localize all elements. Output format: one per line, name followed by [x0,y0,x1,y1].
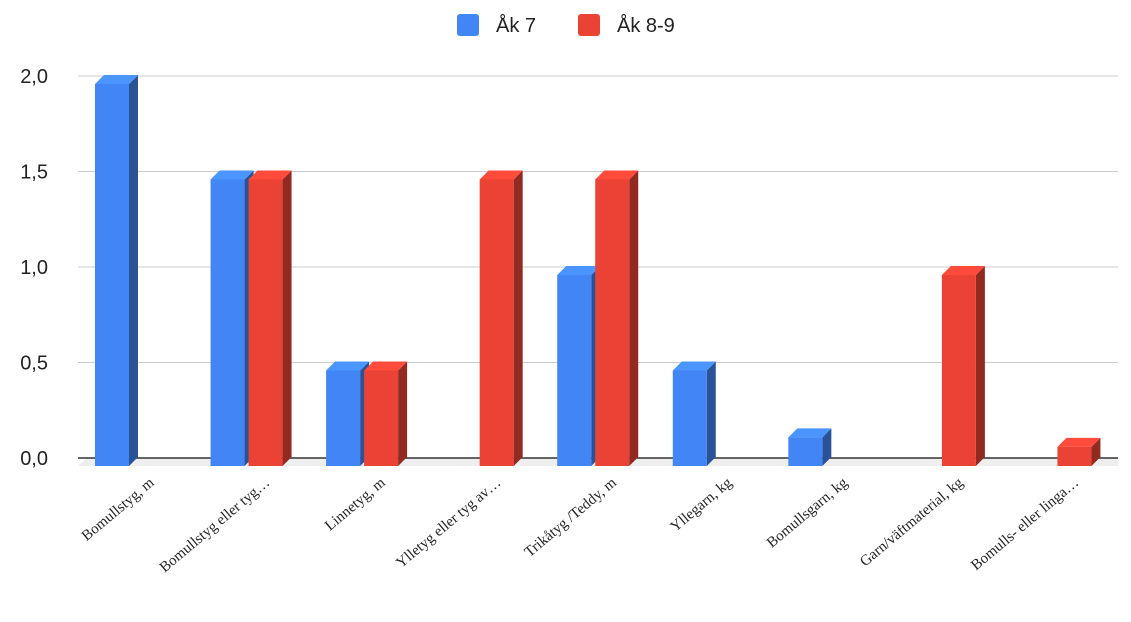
x-tick-label: Linnetyg, m [322,475,389,535]
bar-top [595,170,639,180]
bar [479,170,523,466]
bar [364,361,408,466]
legend-label-1: Åk 7 [496,14,536,37]
bar [557,266,601,466]
bar-top [248,170,292,180]
bar [595,170,639,466]
bar-side [1091,437,1101,466]
bar-side [282,170,292,466]
x-tick-label: Bomullstyg eller tyg… [157,475,273,576]
bar-front [1057,446,1092,466]
legend-label-2: Åk 8-9 [617,14,675,37]
x-tick-label: Yllegarn, kg [668,474,736,535]
bar-side [822,428,832,466]
bars [95,75,1101,466]
bar [788,428,832,466]
bar-top [95,75,138,84]
bar-front [941,275,976,466]
legend: Åk 7 Åk 8-9 [457,14,675,37]
bar-front [95,84,129,466]
bar-front [210,179,245,466]
bar-side [706,361,716,466]
bar-top [557,266,601,275]
bar-front [326,370,361,466]
bar-side [975,266,985,466]
y-tick-label: 0,5 [20,353,48,375]
bar-top [1057,437,1101,447]
bar-side [398,361,408,466]
bar [248,170,292,466]
bar [326,361,370,466]
bar-top [672,361,716,371]
bar-front [595,179,630,466]
legend-swatch-2 [578,14,600,36]
bar-front [788,437,823,466]
bar-front [248,179,283,466]
bar-front [672,370,707,466]
bar-top [326,361,370,371]
x-tick-label: Trikåtyg /Teddy, m [522,475,620,561]
legend-swatch-1 [457,14,479,36]
bar-front [364,370,399,466]
bar-top [364,361,408,371]
bar-side [513,170,523,466]
y-axis: 0,0 0,5 1,0 1,5 2,0 [20,66,48,470]
bar [1057,437,1101,466]
bar-top [479,170,523,180]
y-tick-label: 0,0 [20,448,48,470]
x-axis: Bomullstyg, m Bomullstyg eller tyg… Linnet… [79,474,1082,575]
bar-front [479,179,514,466]
bar-top [788,428,832,438]
bar [95,75,138,466]
x-tick-label: Bomulls- eller linga… [968,475,1082,574]
bar [672,361,716,466]
bar-top [941,266,985,275]
y-tick-label: 2,0 [20,66,48,88]
x-tick-label: Bomullsgarn, kg [764,474,851,551]
x-tick-label: Ylletyg eller tyg av… [393,475,504,572]
bar [941,266,985,466]
x-tick-label: Garn/väftmaterial, kg [857,474,967,570]
bar-top [210,170,254,180]
x-tick-label: Bomullstyg, m [79,475,158,545]
bar-side [129,75,138,466]
y-tick-label: 1,5 [20,162,48,184]
bar [210,170,254,466]
bar-front [557,275,592,466]
y-tick-label: 1,0 [20,257,48,279]
bar-side [629,170,639,466]
